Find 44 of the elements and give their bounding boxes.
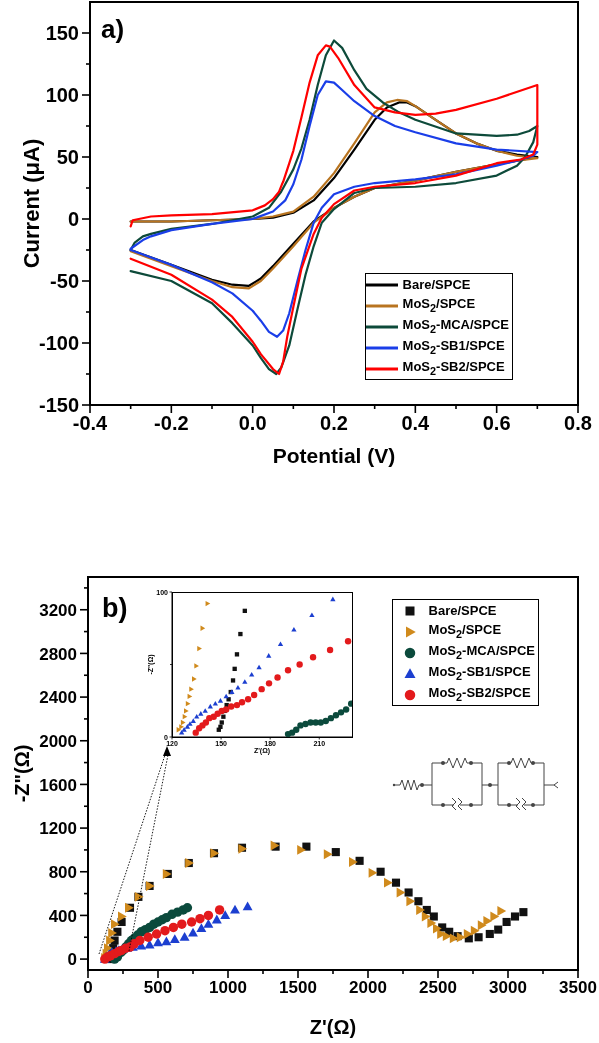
y-tick-label: -100 (38, 332, 79, 355)
y-axis-title: -Z"(Ω) (11, 744, 34, 803)
x-axis-title: Z'(Ω) (309, 1016, 357, 1039)
legend-label: MoS$_{2}$/SPCE (428, 620, 502, 642)
y-tick-label: 150 (45, 22, 79, 45)
x-tick-label: 0.6 (482, 412, 511, 435)
legend-label: MoS$_{2}$-SB2/SPCE (428, 683, 531, 705)
legend-label: MoS$_{2}$-SB2/SPCE (402, 357, 505, 379)
x-tick-label: 0.8 (564, 412, 592, 435)
x-tick-label: 0.0 (238, 412, 267, 435)
x-tick-label: 2000 (349, 978, 387, 998)
y-tick-label: 2800 (39, 644, 77, 664)
y-tick-label: 1200 (39, 819, 77, 839)
y-tick-label: 3200 (39, 600, 77, 620)
text: a) (101, 14, 125, 45)
y-tick-label: 0 (67, 950, 77, 970)
legend-label: MoS$_{2}$/SPCE (402, 294, 476, 316)
y-axis-title: Current (μA) (18, 138, 44, 269)
y-tick-label: 800 (48, 862, 77, 882)
legend-label: Bare/SPCE (428, 602, 497, 620)
y-tick-label: 2400 (39, 688, 77, 708)
y-tick-label: 400 (48, 906, 77, 926)
y-tick-label: 50 (56, 146, 79, 169)
x-tick-label: 2500 (419, 978, 457, 998)
legend-label: MoS$_{2}$-SB1/SPCE (402, 336, 505, 358)
y-tick-label: 100 (45, 84, 79, 107)
x-tick-label: 0.4 (401, 412, 431, 435)
x-tick-label: 0.2 (320, 412, 348, 435)
x-tick-label: 500 (143, 978, 173, 998)
legend-label: MoS$_{2}$-SB1/SPCE (428, 662, 531, 684)
x-tick-label: 3500 (559, 978, 597, 998)
text: b) (102, 592, 128, 623)
y-tick-label: -50 (50, 270, 79, 293)
legend-label: MoS$_{2}$-MCA/SPCE (402, 315, 509, 337)
y-tick-label: 0 (67, 208, 79, 231)
x-tick-label: 1500 (279, 978, 317, 998)
x-tick-label: 1000 (209, 978, 247, 998)
y-tick-label: 1600 (39, 775, 77, 795)
x-tick-label: -0.2 (154, 412, 189, 435)
x-axis-title: Potential (V) (272, 443, 396, 467)
legend-label: MoS$_{2}$-MCA/SPCE (428, 641, 535, 663)
x-tick-label: 3000 (489, 978, 527, 998)
x-tick-label: 0 (83, 978, 93, 998)
legend-label: Bare/SPCE (402, 276, 471, 294)
